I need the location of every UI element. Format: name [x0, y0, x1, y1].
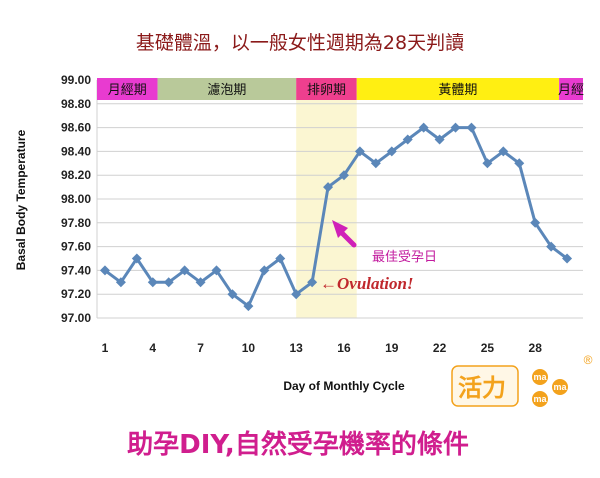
phase-label: 月經期: [108, 83, 147, 98]
data-point: [338, 170, 349, 181]
phase-label: 黃體期: [438, 83, 477, 98]
chart-title: 基礎體溫，以一般女性週期為28天判讀: [136, 32, 464, 54]
footer-headline: 助孕DIY,自然受孕機率的條件: [127, 429, 469, 460]
data-point: [450, 122, 461, 133]
phase-segment: [97, 78, 158, 100]
y-tick-label: 98.20: [61, 168, 91, 182]
phase-segment: [356, 78, 560, 100]
y-tick-label: 97.00: [61, 311, 91, 325]
logo-dot-2: ma: [553, 382, 567, 392]
registered-mark: ®: [584, 353, 593, 367]
x-axis-title: Day of Monthly Cycle: [283, 379, 405, 393]
data-point: [370, 158, 381, 169]
y-tick-label: 98.40: [61, 144, 91, 158]
x-tick-label: 25: [481, 341, 495, 355]
y-tick-label: 97.80: [61, 216, 91, 230]
data-point: [482, 158, 493, 169]
y-tick-label: 97.40: [61, 263, 91, 277]
y-tick-label: 97.20: [61, 287, 91, 301]
phase-label: 排卵期: [307, 83, 346, 98]
data-point: [514, 158, 525, 169]
data-point: [179, 265, 190, 276]
gridlines: [96, 79, 583, 319]
x-tick-label: 1: [102, 341, 109, 355]
data-point: [227, 289, 238, 300]
ovulation-label: ←Ovulation!: [320, 274, 414, 293]
data-point: [211, 265, 222, 276]
data-point: [466, 122, 477, 133]
x-tick-label: 19: [385, 341, 399, 355]
data-point: [307, 277, 318, 288]
data-point: [147, 277, 158, 288]
best-day-label: 最佳受孕日: [372, 250, 437, 265]
data-point: [131, 253, 142, 264]
y-tick-label: 99.00: [61, 73, 91, 87]
y-tick-label: 98.60: [61, 121, 91, 135]
phase-label: 濾泡期: [207, 83, 246, 98]
x-tick-label: 16: [337, 341, 351, 355]
data-point: [243, 301, 254, 312]
logo-dot-3: ma: [533, 394, 547, 404]
data-point: [386, 146, 397, 157]
data-point: [195, 277, 206, 288]
data-point: [418, 122, 429, 133]
x-tick-label: 7: [197, 341, 204, 355]
brand-logo: 活力 ma ma ma ®: [451, 353, 593, 407]
x-tick-label: 10: [242, 341, 256, 355]
phase-segment: [296, 78, 357, 100]
data-point: [562, 253, 573, 264]
data-point: [163, 277, 174, 288]
temperature-series: [99, 122, 573, 312]
y-tick-label: 97.60: [61, 240, 91, 254]
data-point: [115, 277, 126, 288]
data-point: [546, 241, 557, 252]
y-axis-title: Basal Body Temperature: [14, 129, 28, 270]
phase-segment: [157, 78, 297, 100]
x-tick-label: 13: [290, 341, 304, 355]
logo-dot-1: ma: [533, 372, 547, 382]
phase-segment: [559, 78, 583, 100]
x-tick-label: 4: [149, 341, 156, 355]
x-tick-label: 28: [529, 341, 543, 355]
y-tick-label: 98.80: [61, 97, 91, 111]
y-axis-ticks: 99.00 98.80 98.60 98.40 98.20 98.00 97.80 97.60…: [61, 73, 91, 325]
phase-bar: 月經期 濾泡期 排卵期 黃體期 月經: [97, 78, 584, 100]
best-day-arrow: [332, 220, 357, 248]
data-point: [498, 146, 509, 157]
data-point: [99, 265, 110, 276]
x-axis-ticks: 1 4 7 10 13 16 19 22 25 28: [102, 341, 543, 355]
data-point: [354, 146, 365, 157]
data-point: [530, 217, 541, 228]
logo-main-text: 活力: [458, 374, 506, 402]
data-point: [434, 134, 445, 145]
data-point: [259, 265, 270, 276]
phase-label: 月經: [558, 83, 584, 98]
data-point: [275, 253, 286, 264]
data-point: [291, 289, 302, 300]
data-point: [323, 182, 334, 193]
data-point: [402, 134, 413, 145]
x-tick-label: 22: [433, 341, 447, 355]
y-tick-label: 98.00: [61, 192, 91, 206]
